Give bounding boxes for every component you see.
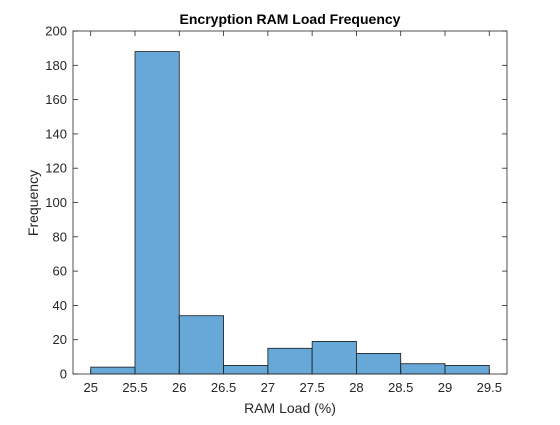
bars-group [90,51,490,375]
y-axis-label: Frequency [25,170,41,236]
histogram-bar [311,341,357,375]
x-tick-label: 29.5 [477,380,502,395]
x-tick-label: 25 [83,380,97,395]
y-tick-label: 80 [53,229,67,244]
y-tick-label: 40 [53,298,67,313]
histogram-bar [444,365,490,375]
histogram-bar [356,353,402,375]
histogram-bar [223,365,269,375]
ticks-group: 25 25.5 26 26.5 27 27.5 28 28.5 29 29.5 0 20 40 60 80 1… [45,24,507,395]
y-tick-label: 140 [45,126,67,141]
x-axis-label: RAM Load (%) [244,400,336,416]
y-tick-label: 20 [53,332,67,347]
x-tick-label: 28.5 [388,380,413,395]
x-tick-label: 28 [349,380,363,395]
y-tick-label: 180 [45,58,67,73]
x-tick-label: 29 [438,380,452,395]
y-tick-label: 120 [45,161,67,176]
histogram-bar [134,51,180,375]
x-tick-label: 26.5 [211,380,236,395]
y-tick-label: 60 [53,264,67,279]
y-tick-label: 200 [45,24,67,39]
histogram-bar [267,347,313,375]
y-tick-label: 160 [45,92,67,107]
x-tick-label: 27 [261,380,275,395]
chart-title: Encryption RAM Load Frequency [180,11,401,27]
histogram-bar [90,366,136,375]
x-tick-label: 25.5 [122,380,147,395]
histogram-bar [178,315,224,375]
y-tick-label: 0 [60,367,67,382]
histogram-bar [400,363,446,375]
y-tick-label: 100 [45,195,67,210]
x-tick-label: 27.5 [299,380,324,395]
x-tick-label: 26 [172,380,186,395]
